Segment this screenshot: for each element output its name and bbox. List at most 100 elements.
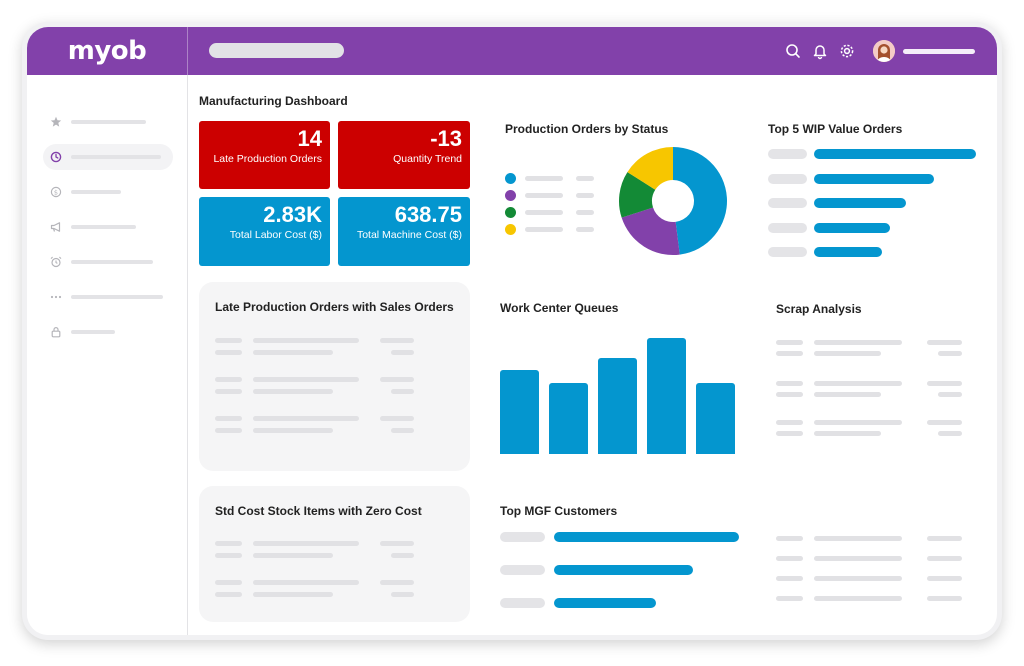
clock-icon (50, 151, 62, 163)
row-placeholder (215, 338, 242, 343)
bar-label (768, 198, 807, 208)
row-placeholder (253, 553, 333, 558)
top-mgf-customers-title: Top MGF Customers (500, 504, 618, 518)
row-placeholder (776, 536, 803, 541)
kpi-label: Total Machine Cost ($) (356, 229, 462, 241)
donut-slice[interactable] (619, 172, 656, 218)
row-placeholder (391, 350, 414, 355)
queue-bar[interactable] (500, 370, 539, 454)
search-icon[interactable] (783, 41, 803, 61)
row-placeholder (814, 576, 902, 581)
kpi-label: Quantity Trend (393, 153, 462, 165)
myob-logo[interactable]: myob (67, 36, 147, 66)
row-placeholder (215, 416, 242, 421)
user-name-placeholder[interactable] (903, 49, 975, 54)
row-placeholder (253, 592, 333, 597)
row-placeholder (938, 431, 962, 436)
lock-icon (51, 327, 61, 338)
bar-label (768, 247, 807, 257)
sidebar-item-finance[interactable]: $ (43, 179, 173, 205)
bar-value[interactable] (814, 222, 891, 233)
kpi-total-machine-cost[interactable]: 638.75 Total Machine Cost ($) (338, 197, 470, 266)
row-placeholder (215, 580, 242, 585)
row-placeholder (215, 350, 242, 355)
queue-bar[interactable] (549, 383, 588, 454)
kpi-value: -13 (430, 126, 462, 151)
user-avatar[interactable] (873, 40, 895, 62)
kpi-value: 2.83K (263, 202, 322, 227)
sidebar-item-favorites[interactable] (43, 109, 173, 135)
legend-label (525, 176, 563, 181)
queue-bar[interactable] (647, 337, 686, 454)
row-placeholder (814, 420, 902, 425)
row-placeholder (253, 580, 359, 585)
donut-slice[interactable] (621, 207, 680, 255)
bar-value[interactable] (814, 247, 883, 257)
std-cost-zero-title: Std Cost Stock Items with Zero Cost (215, 504, 422, 518)
sidebar-item-marketing[interactable] (43, 214, 173, 240)
bar-value[interactable] (554, 532, 739, 542)
queue-bar[interactable] (696, 383, 735, 454)
row-placeholder (927, 340, 962, 345)
row-placeholder (938, 392, 962, 397)
bar-value[interactable] (814, 173, 934, 184)
dollar-icon: $ (50, 186, 62, 198)
legend-label (525, 227, 563, 232)
kpi-quantity-trend[interactable]: -13 Quantity Trend (338, 121, 470, 189)
legend-dot (505, 190, 516, 201)
row-placeholder (814, 392, 881, 397)
svg-text:$: $ (54, 188, 58, 196)
bar-label (500, 565, 545, 575)
bar-label (500, 532, 545, 542)
row-placeholder (391, 592, 414, 597)
bar-value[interactable] (814, 198, 907, 208)
global-search-input[interactable] (209, 43, 344, 58)
legend-dot (505, 207, 516, 218)
scrap-analysis-title: Scrap Analysis (776, 302, 862, 316)
row-placeholder (814, 340, 902, 345)
orders-by-status-donut-chart[interactable] (617, 145, 729, 257)
row-placeholder (215, 541, 242, 546)
row-placeholder (391, 553, 414, 558)
row-placeholder (776, 576, 803, 581)
queue-bar[interactable] (598, 358, 637, 454)
bar-value[interactable] (554, 565, 693, 575)
row-placeholder (776, 596, 803, 601)
sidebar-item-label (71, 155, 161, 159)
bar-label (768, 222, 807, 233)
kpi-total-labor-cost[interactable]: 2.83K Total Labor Cost ($) (199, 197, 330, 266)
row-placeholder (776, 556, 803, 561)
row-placeholder (927, 381, 962, 386)
row-placeholder (215, 428, 242, 433)
row-placeholder (253, 389, 333, 394)
row-placeholder (391, 389, 414, 394)
donut-slice[interactable] (627, 147, 673, 190)
row-placeholder (215, 592, 242, 597)
row-placeholder (253, 541, 359, 546)
sidebar-item-recent[interactable] (43, 144, 173, 170)
legend-dot (505, 224, 516, 235)
more-icon (50, 295, 62, 299)
legend-dot (505, 173, 516, 184)
bar-value[interactable] (554, 598, 656, 608)
row-placeholder (927, 420, 962, 425)
donut-slice[interactable] (673, 147, 727, 255)
bar-value[interactable] (814, 149, 976, 159)
sidebar-item-label (71, 120, 146, 124)
late-orders-sales-panel: Late Production Orders with Sales Orders (199, 282, 470, 471)
gear-icon[interactable] (837, 41, 857, 61)
sidebar-item-reminders[interactable] (43, 249, 173, 275)
legend-value (576, 210, 594, 215)
top-bar: myob (27, 27, 997, 75)
bell-icon[interactable] (810, 41, 830, 61)
sidebar-item-label (71, 330, 115, 334)
std-cost-zero-panel: Std Cost Stock Items with Zero Cost (199, 486, 470, 622)
row-placeholder (253, 428, 333, 433)
sidebar-item-label (71, 260, 153, 264)
row-placeholder (927, 536, 962, 541)
star-icon (50, 116, 62, 127)
sidebar-item-security[interactable] (43, 319, 173, 345)
sidebar-item-more[interactable] (43, 284, 173, 310)
kpi-late-production-orders[interactable]: 14 Late Production Orders (199, 121, 330, 189)
legend-label (525, 210, 563, 215)
